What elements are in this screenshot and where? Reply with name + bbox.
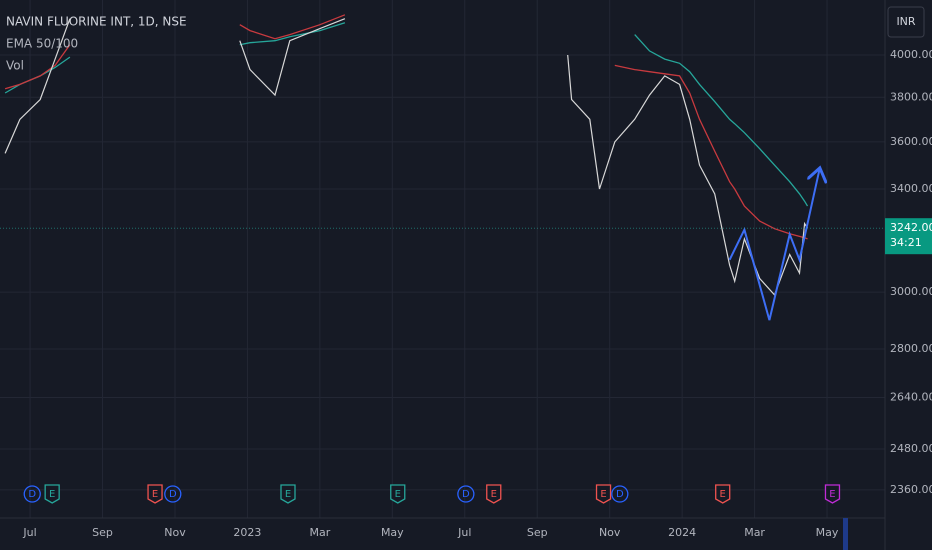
- series-line: [4, 18, 809, 297]
- x-tick-label: 2024: [668, 526, 696, 539]
- event-marker: [486, 484, 502, 504]
- x-tick-label: Sep: [92, 526, 113, 539]
- event-marker: [280, 484, 296, 504]
- event-label: E: [285, 489, 291, 500]
- event-marker: [164, 485, 182, 503]
- event-marker: [44, 484, 60, 504]
- time-highlight: [843, 518, 848, 550]
- countdown: 34:21: [890, 236, 922, 249]
- y-tick-label: 2800.00: [890, 342, 932, 355]
- event-marker: [147, 484, 163, 504]
- event-label: E: [395, 489, 401, 500]
- event-label: E: [829, 489, 835, 500]
- y-tick-label: 2480.00: [890, 442, 932, 455]
- event-label: E: [152, 489, 158, 500]
- event-label: D: [169, 489, 177, 500]
- last-price-box: [885, 218, 932, 255]
- x-tick-label: Nov: [599, 526, 621, 539]
- event-marker: [23, 485, 41, 503]
- event-marker: [715, 484, 731, 504]
- currency: INR: [896, 15, 915, 28]
- series-line: [4, 14, 808, 240]
- x-tick-label: Mar: [309, 526, 330, 539]
- event-marker: [595, 484, 612, 504]
- x-tick-label: May: [381, 526, 404, 539]
- x-tick-label: 2023: [233, 526, 261, 539]
- event-marker: [611, 485, 629, 503]
- x-tick-label: Sep: [527, 526, 548, 539]
- event-label: E: [600, 489, 606, 500]
- currency-box[interactable]: [887, 6, 925, 38]
- x-tick-label: Nov: [164, 526, 186, 539]
- y-tick-label: 3600.00: [890, 135, 932, 148]
- drawing-line: [728, 170, 820, 321]
- x-tick-label: Jul: [22, 526, 36, 539]
- event-marker: [824, 484, 841, 504]
- event-marker: [390, 484, 406, 504]
- event-label: E: [720, 489, 726, 500]
- x-tick-label: Jul: [457, 526, 471, 539]
- y-tick-label: 3400.00: [890, 182, 932, 195]
- y-tick-label: 2640.00: [890, 391, 932, 404]
- event-label: D: [28, 489, 36, 500]
- y-tick-label: 3800.00: [890, 90, 932, 103]
- y-tick-label: 2360.00: [890, 483, 932, 496]
- x-tick-label: May: [816, 526, 839, 539]
- event-label: D: [462, 489, 470, 500]
- event-label: E: [491, 489, 497, 500]
- chart-title: NAVIN FLUORINE INT, 1D, NSE: [6, 15, 187, 29]
- y-tick-label: 3000.00: [890, 285, 932, 298]
- x-tick-label: Mar: [744, 526, 765, 539]
- event-marker: [457, 485, 475, 503]
- y-tick-label: 4000.00: [890, 48, 932, 61]
- annotation: Vol: [6, 59, 24, 73]
- chart-subtitle: EMA 50/100: [6, 37, 78, 51]
- event-label: D: [616, 489, 624, 500]
- last-price-label: 3242.00: [890, 221, 932, 234]
- event-label: E: [49, 489, 55, 500]
